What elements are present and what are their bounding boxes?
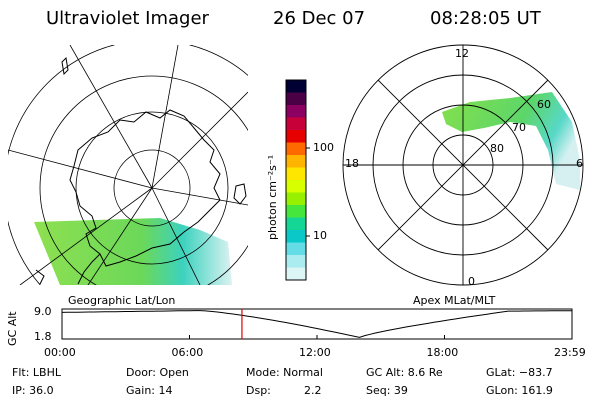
geographic-map	[8, 45, 248, 285]
meridian-lines	[8, 45, 248, 285]
info-flt: Flt: LBHL	[12, 366, 61, 379]
info-glat: GLat: −83.7	[486, 366, 553, 379]
coast-fragment-ne	[233, 183, 247, 205]
mlat-label-60: 60	[537, 98, 551, 111]
alt-xtick-label: 18:00	[426, 346, 459, 359]
mlt-label-12: 12	[455, 47, 469, 60]
mlt-label-6: 6	[576, 157, 583, 170]
antarctica-coastline	[69, 109, 221, 267]
alt-xtick-label: 00:00	[44, 346, 76, 359]
aurora-image-right	[442, 92, 580, 190]
colorbar-cell	[286, 117, 306, 131]
mlt-label-18: 18	[345, 157, 359, 170]
magnetic-polar-plot	[442, 92, 580, 190]
info-seq: Seq: 39	[366, 384, 408, 397]
colorbar-cell	[286, 92, 306, 106]
colorbar-cell	[286, 167, 306, 181]
alt-ytick-bottom: 1.8	[34, 330, 52, 343]
colorbar-cell	[286, 180, 306, 193]
right-panel-caption: Apex MLat/MLT	[413, 294, 496, 307]
colorbar-cell	[286, 155, 306, 168]
colorbar-cell	[286, 242, 306, 256]
colorbar-cell	[286, 267, 306, 281]
colorbar-cell	[286, 192, 306, 206]
left-panel-caption: Geographic Lat/Lon	[68, 294, 176, 307]
alt-xtick-label: 12:00	[299, 346, 331, 359]
colorbar-tick-100: 100	[313, 141, 334, 154]
alt-xtick-label: 06:00	[171, 346, 204, 359]
colorbar-cell	[286, 142, 306, 156]
colorbar-cell	[286, 205, 306, 218]
mlat-label-80: 80	[490, 142, 504, 155]
info-gain: Gain: 14	[126, 384, 173, 397]
aurora-image-left	[34, 218, 232, 285]
polar-grid	[342, 44, 584, 286]
latitude-circles	[8, 45, 248, 285]
info-door: Door: Open	[126, 366, 189, 379]
alt-ytick-top: 9.0	[34, 305, 52, 318]
alt-plot-ylabel: GC Alt	[6, 311, 19, 346]
colorbar-cell	[286, 80, 306, 93]
colorbar-cell	[286, 217, 306, 231]
colorbar-tick-10: 10	[313, 229, 327, 242]
info-glon: GLon: 161.9	[486, 384, 553, 397]
colorbar-cell	[286, 105, 306, 118]
altitude-plot	[61, 308, 573, 340]
info-dsp-value: 2.2	[304, 384, 322, 397]
colorbar-cell	[286, 130, 306, 143]
coast-fragment-sw	[35, 269, 45, 285]
alt-xtick-label: 23:59	[554, 346, 586, 359]
instrument-title: Ultraviolet Imager	[46, 8, 209, 29]
colorbar	[285, 79, 310, 281]
colorbar-cell	[286, 255, 306, 268]
info-ip: IP: 36.0	[12, 384, 54, 397]
colorbar-title: photon cm⁻²s⁻¹	[266, 154, 279, 240]
coast-fragment-nw	[61, 56, 69, 76]
info-mode: Mode: Normal	[246, 366, 323, 379]
altitude-curve	[61, 310, 572, 338]
time-label: 08:28:05 UT	[430, 8, 541, 29]
info-gcalt: GC Alt: 8.6 Re	[366, 366, 443, 379]
colorbar-cell	[286, 230, 306, 243]
info-dsp-label: Dsp:	[246, 384, 271, 397]
mlt-label-0: 0	[468, 275, 475, 288]
antarctic-peninsula	[77, 253, 101, 285]
mlat-label-70: 70	[512, 121, 526, 134]
date-label: 26 Dec 07	[273, 8, 366, 29]
